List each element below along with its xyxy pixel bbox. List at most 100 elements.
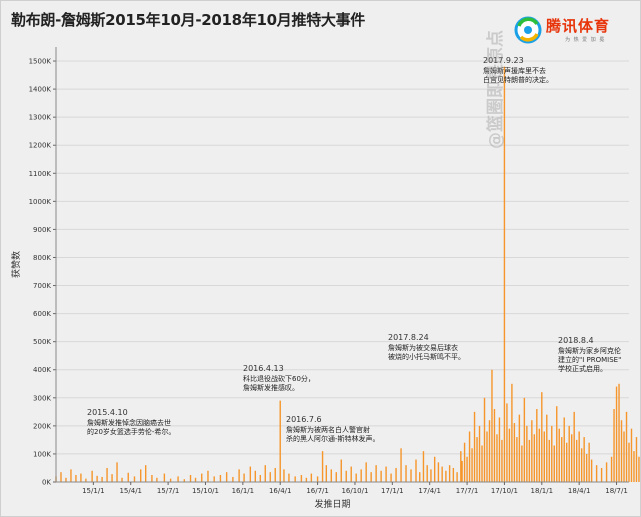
bar <box>279 400 281 482</box>
bar <box>96 475 98 482</box>
bar <box>395 467 397 482</box>
bar <box>169 478 172 482</box>
bar <box>419 472 421 482</box>
x-tick-label: 17/1/1 <box>381 487 404 495</box>
x-tick-label: 18/7/1 <box>605 487 628 495</box>
logo-tagline: 为 热 爱 加 冕 <box>565 37 606 43</box>
bar <box>283 469 285 482</box>
watermark: @篮圈即是原点 <box>486 30 506 149</box>
bar <box>585 453 588 482</box>
chart-title: 勒布朗-詹姆斯2015年10月-2018年10月推特大事件 <box>11 11 365 29</box>
bar <box>471 448 473 482</box>
annotation-date: 2016.4.13 <box>243 364 284 373</box>
bar <box>488 420 491 482</box>
bar <box>630 428 633 482</box>
bar <box>633 451 635 482</box>
bar <box>340 459 342 482</box>
y-tick-label: 1300K <box>29 114 52 122</box>
bar <box>133 476 136 482</box>
bar <box>536 409 538 482</box>
annotation-date: 2018.8.4 <box>558 336 594 345</box>
annotation-text: 詹姆斯声援库里不去 <box>483 66 546 75</box>
bar <box>207 470 209 482</box>
bar <box>613 409 615 482</box>
bar <box>213 476 215 482</box>
x-tick-label: 15/1/1 <box>82 487 105 495</box>
annotation-text: 杀的黑人阿尔通-斯特林发声。 <box>286 434 380 443</box>
bar <box>400 448 402 482</box>
bar <box>91 470 93 482</box>
x-tick-label: 18/4/1 <box>568 487 591 495</box>
bar <box>635 437 638 482</box>
bar <box>121 477 123 482</box>
bar <box>294 476 296 482</box>
annotation-text: 的20岁女篮选手劳伦-希尔。 <box>87 427 175 436</box>
annotation-text: 詹姆斯发推悼念因脑癌去世 <box>87 418 171 427</box>
logo-name: 腾讯体育 <box>546 17 611 35</box>
bar <box>163 473 166 482</box>
bar <box>571 434 573 482</box>
plot-area <box>56 47 629 482</box>
x-tick-label: 16/10/1 <box>341 487 368 495</box>
bar <box>345 470 347 482</box>
annotation-text: 詹姆斯为家乡阿克伦 <box>558 346 621 355</box>
bar <box>321 451 324 482</box>
bar <box>405 465 407 482</box>
bar <box>478 425 481 482</box>
bar <box>558 428 560 482</box>
annotation-text: 詹姆斯发推感叹。 <box>243 383 299 392</box>
y-tick-label: 600K <box>33 310 51 318</box>
bar <box>543 431 545 482</box>
bar <box>541 392 543 482</box>
annotation-text: 建立的"I PROMISE" <box>558 355 621 364</box>
bar <box>452 467 455 482</box>
y-tick-label: 1500K <box>29 58 52 66</box>
y-tick-label: 900K <box>33 226 51 234</box>
bar <box>610 456 613 482</box>
bar <box>219 474 222 482</box>
bar <box>553 445 555 482</box>
bar <box>546 414 548 482</box>
y-tick-label: 1200K <box>29 142 52 150</box>
bar <box>360 469 362 482</box>
bar <box>491 369 493 482</box>
bar <box>375 465 377 482</box>
bar <box>498 417 501 482</box>
bar <box>330 469 332 482</box>
y-tick-label: 1100K <box>29 170 52 178</box>
bar <box>106 467 108 482</box>
bar <box>140 469 142 482</box>
bar <box>618 383 620 482</box>
bar <box>225 472 228 482</box>
bar <box>588 442 590 482</box>
bar <box>127 472 129 482</box>
bar <box>254 470 257 482</box>
x-tick-label: 16/4/1 <box>269 487 292 495</box>
bar <box>422 451 425 482</box>
bar <box>85 478 87 482</box>
bar <box>575 439 578 482</box>
bar <box>410 469 412 482</box>
x-tick-label: 15/10/1 <box>192 487 219 495</box>
bar <box>151 474 153 482</box>
bar <box>528 439 531 482</box>
bar <box>590 459 593 482</box>
bar <box>486 431 488 482</box>
bar <box>573 411 575 482</box>
bar <box>65 477 67 482</box>
bar <box>116 462 118 482</box>
y-tick-label: 800K <box>33 254 51 262</box>
bar <box>101 476 103 482</box>
bar <box>335 472 337 482</box>
bar <box>460 451 462 482</box>
x-tick-label: 15/7/1 <box>157 487 180 495</box>
bar <box>269 472 271 482</box>
bar <box>493 409 496 482</box>
bar <box>623 431 625 482</box>
bar <box>566 442 568 482</box>
bar <box>456 472 458 482</box>
bar <box>600 467 603 482</box>
bar <box>526 425 528 482</box>
x-tick-label: 18/1/1 <box>531 487 554 495</box>
